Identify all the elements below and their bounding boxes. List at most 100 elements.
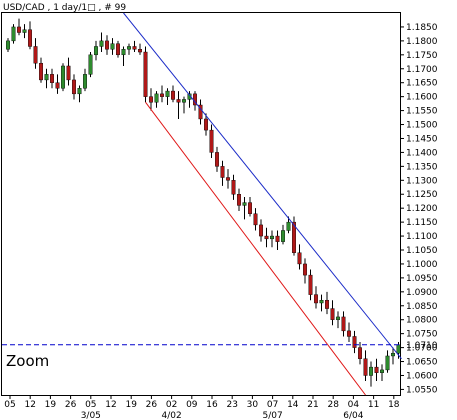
candle <box>77 85 82 103</box>
candle <box>104 35 109 55</box>
candle-body-down <box>325 299 330 309</box>
x-tick-label: 19 <box>125 400 137 410</box>
candle <box>17 18 22 36</box>
candle-body-down <box>236 194 241 206</box>
x-tick-label: 26 <box>146 400 158 410</box>
x-tick-label: 12 <box>105 400 116 410</box>
x-tick-label: 19 <box>45 400 57 410</box>
candle <box>159 85 164 103</box>
price-layer: 1.0710 <box>2 338 438 351</box>
candle-body-down <box>330 308 335 320</box>
candle-body-down <box>358 347 363 359</box>
candle <box>341 311 346 337</box>
zoom-label[interactable]: Zoom <box>6 352 49 370</box>
candle <box>93 40 98 61</box>
x-tick-label: 16 <box>206 400 218 410</box>
candle <box>225 169 230 189</box>
candle-body-up <box>391 352 396 357</box>
candle-body-up <box>22 29 27 33</box>
candle <box>336 311 341 329</box>
candle-body-down <box>352 336 357 348</box>
candle-body-down <box>176 99 181 103</box>
y-tick-label: 1.1350 <box>406 162 438 172</box>
candle-body-up <box>369 366 374 376</box>
candle-body-down <box>137 49 142 53</box>
candle <box>132 40 137 53</box>
candle <box>170 85 175 103</box>
candle-body-down <box>104 40 109 50</box>
month-label: 5/07 <box>262 411 282 420</box>
candle <box>236 188 241 211</box>
x-tick-label: 18 <box>388 400 400 410</box>
candle-body-up <box>396 344 401 354</box>
candle-body-down <box>28 29 33 47</box>
candle <box>66 57 71 86</box>
month-label: 3/05 <box>81 411 101 420</box>
candle-body-down <box>347 330 352 337</box>
candle-body-up <box>380 369 385 373</box>
y-tick-label: 1.1800 <box>406 37 438 47</box>
candle <box>319 294 324 312</box>
candle-body-down <box>33 46 38 64</box>
candle-body-down <box>303 263 308 276</box>
candle <box>176 91 181 119</box>
x-tick-label: 11 <box>368 400 379 410</box>
candle <box>314 286 319 309</box>
candle-body-down <box>39 62 44 81</box>
candle <box>363 350 368 382</box>
candle-body-up <box>126 46 131 50</box>
candle-body-down <box>308 274 313 295</box>
candle-body-up <box>121 49 126 56</box>
candle-body-up <box>11 26 16 42</box>
candle <box>121 46 126 66</box>
candle <box>11 24 16 44</box>
candle-body-up <box>336 316 341 320</box>
candle-body-up <box>5 40 10 50</box>
y-tick-label: 1.0750 <box>406 330 438 340</box>
candle <box>143 46 148 103</box>
candle-body-down <box>132 46 137 50</box>
candle <box>126 43 131 55</box>
candle <box>259 219 264 242</box>
candle-body-up <box>281 230 286 242</box>
candle <box>28 21 33 50</box>
candle-body-down <box>264 235 269 240</box>
y-tick-label: 1.0600 <box>406 371 438 381</box>
x-tick-label: 04 <box>348 400 360 410</box>
candle-body-down <box>297 252 302 265</box>
y-tick-label: 1.1550 <box>406 107 438 117</box>
y-tick-label: 1.0550 <box>406 385 438 395</box>
candle-body-down <box>115 43 120 56</box>
candle-body-down <box>66 65 71 81</box>
candle <box>352 330 357 354</box>
candle <box>88 52 93 78</box>
y-tick-label: 1.1150 <box>406 218 438 228</box>
candle-body-up <box>242 202 247 206</box>
y-tick-label: 1.1100 <box>406 232 438 242</box>
candle <box>22 24 27 39</box>
candle <box>286 216 291 234</box>
candle-body-down <box>55 82 60 89</box>
candle <box>253 208 258 231</box>
candle <box>380 364 385 382</box>
candle <box>325 291 330 315</box>
y-tick-label: 1.0900 <box>406 288 438 298</box>
y-tick-label: 1.1300 <box>406 176 438 186</box>
candle-body-down <box>341 316 346 332</box>
candle-body-down <box>374 366 379 373</box>
candle-body-down <box>363 358 368 376</box>
candle-body-down <box>247 202 252 214</box>
candle <box>385 350 390 373</box>
candle-body-down <box>225 177 230 181</box>
candle-body-down <box>209 129 214 153</box>
candle-body-down <box>214 152 219 167</box>
candle <box>347 322 352 343</box>
candle-body-up <box>110 43 115 50</box>
x-tick-label: 05 <box>4 400 15 410</box>
candle-body-up <box>77 88 82 95</box>
y-tick-label: 1.1000 <box>406 260 438 270</box>
y-tick-label: 1.1200 <box>406 204 438 214</box>
candle-body-down <box>220 166 225 178</box>
candle-body-up <box>61 65 66 89</box>
candle <box>61 63 66 92</box>
